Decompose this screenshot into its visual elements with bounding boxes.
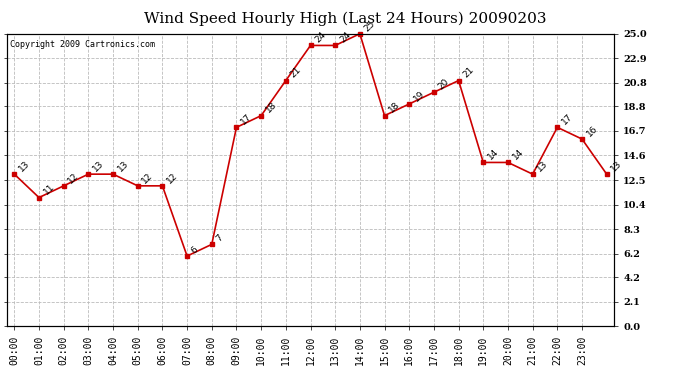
Text: 18: 18 [264, 100, 278, 115]
Text: 16: 16 [585, 124, 600, 138]
Text: 18: 18 [387, 100, 402, 115]
Text: 12: 12 [141, 171, 155, 185]
Text: Copyright 2009 Cartronics.com: Copyright 2009 Cartronics.com [10, 40, 155, 49]
Text: 21: 21 [288, 65, 303, 80]
Text: 14: 14 [486, 147, 500, 162]
Text: 7: 7 [215, 233, 225, 244]
Text: 20: 20 [437, 77, 451, 92]
Text: 21: 21 [462, 65, 476, 80]
Text: 13: 13 [91, 159, 106, 173]
Text: 13: 13 [116, 159, 130, 173]
Text: 13: 13 [17, 159, 32, 173]
Text: 11: 11 [42, 182, 57, 197]
Text: 12: 12 [66, 171, 81, 185]
Text: 12: 12 [165, 171, 179, 185]
Text: 13: 13 [609, 159, 624, 173]
Text: 14: 14 [511, 147, 525, 162]
Text: Wind Speed Hourly High (Last 24 Hours) 20090203: Wind Speed Hourly High (Last 24 Hours) 2… [144, 11, 546, 26]
Text: 17: 17 [239, 112, 254, 127]
Text: 24: 24 [338, 30, 353, 45]
Text: 25: 25 [363, 19, 377, 33]
Text: 6: 6 [190, 245, 200, 255]
Text: 13: 13 [535, 159, 550, 173]
Text: 17: 17 [560, 112, 575, 127]
Text: 24: 24 [313, 30, 328, 45]
Text: 19: 19 [412, 88, 426, 103]
